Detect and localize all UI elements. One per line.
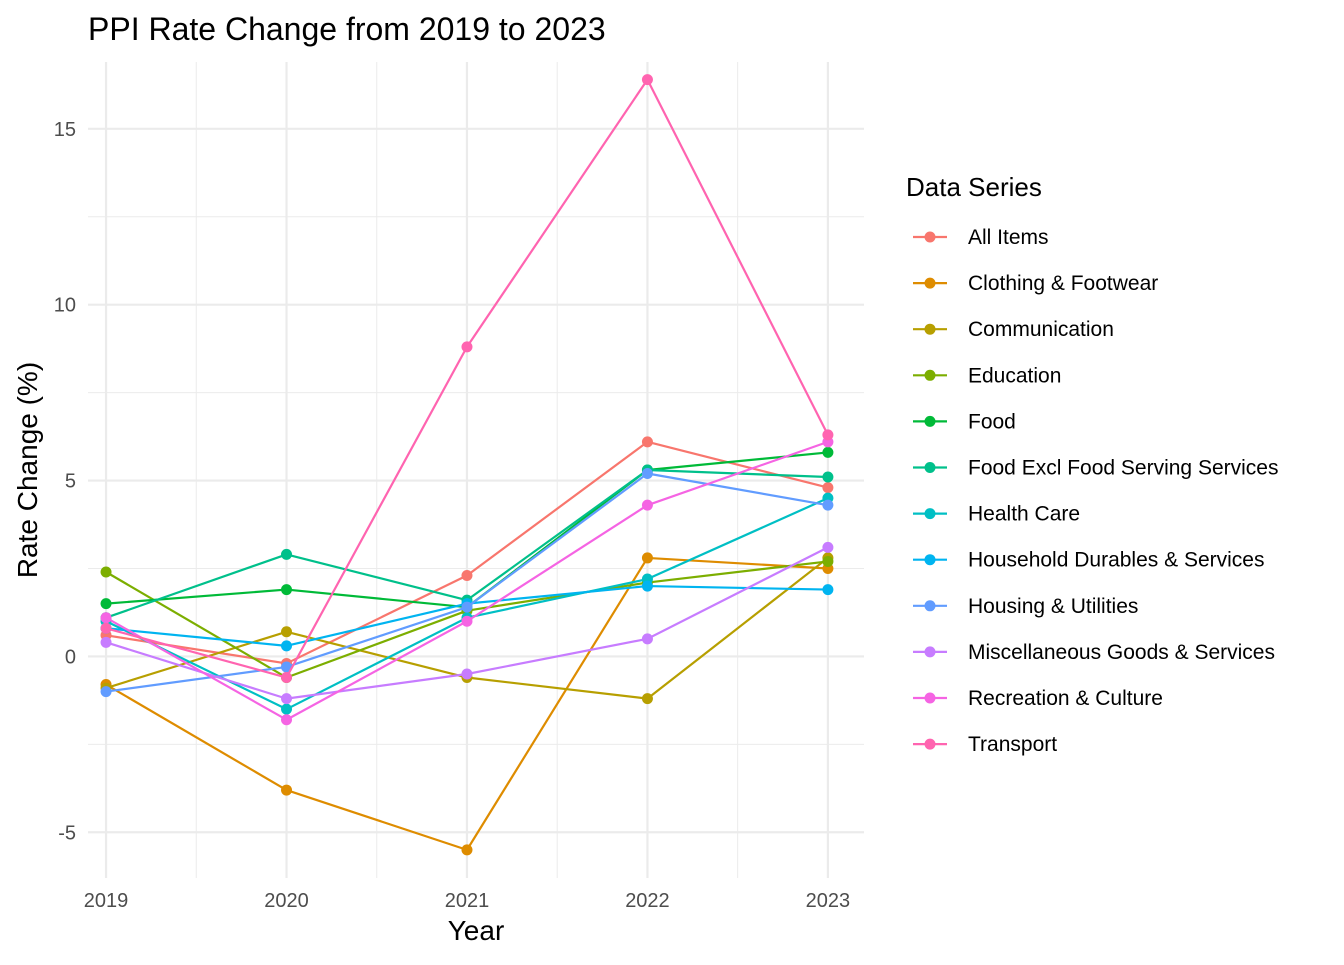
data-point-miscellaneous-goods-services (641, 633, 653, 645)
legend-key-point (924, 508, 936, 520)
data-point-clothing-footwear (641, 552, 653, 564)
legend-label: Education (968, 364, 1061, 387)
data-point-education (822, 555, 834, 567)
data-point-housing-utilities (461, 601, 473, 613)
chart-title: PPI Rate Change from 2019 to 2023 (88, 11, 606, 47)
legend-key-point (924, 738, 936, 750)
y-tick-label: 5 (65, 471, 76, 493)
legend-key-point (924, 369, 936, 381)
axes: 2019 2020 2021 2022 2023 -5 0 5 10 15 (54, 119, 850, 912)
x-tick-label: 2022 (625, 890, 670, 912)
data-point-all-items (822, 482, 834, 494)
data-point-food-excl-food-serving-services (281, 548, 293, 560)
legend-label: Clothing & Footwear (968, 272, 1158, 295)
legend-item: Health Care (913, 503, 1080, 526)
data-point-communication (641, 693, 653, 705)
data-point-clothing-footwear (461, 844, 473, 856)
data-point-all-items (461, 570, 473, 582)
data-point-transport (461, 341, 473, 353)
x-tick-label: 2020 (264, 890, 309, 912)
y-tick-label: -5 (58, 822, 76, 844)
legend-label: Food Excl Food Serving Services (968, 457, 1278, 480)
grid (88, 62, 864, 878)
data-point-food (822, 446, 834, 458)
data-point-miscellaneous-goods-services (100, 636, 112, 648)
data-point-clothing-footwear (281, 784, 293, 796)
x-tick-label: 2019 (84, 890, 129, 912)
data-point-all-items (641, 436, 653, 448)
legend-title: Data Series (906, 172, 1042, 202)
y-axis-label: Rate Change (%) (12, 362, 43, 578)
legend: Data Series All Items Clothing & Footwear… (906, 172, 1278, 756)
legend-item: Transport (913, 733, 1057, 756)
data-point-miscellaneous-goods-services (822, 541, 834, 553)
data-point-transport (281, 672, 293, 684)
data-point-miscellaneous-goods-services (461, 668, 473, 680)
legend-key-point (924, 231, 936, 243)
legend-key-point (924, 415, 936, 427)
legend-key-point (924, 554, 936, 566)
data-point-household-durables-services (641, 580, 653, 592)
data-point-recreation-culture (641, 499, 653, 511)
data-point-communication (281, 626, 293, 638)
legend-key-point (924, 646, 936, 658)
legend-item: Housing & Utilities (913, 595, 1138, 618)
legend-label: Household Durables & Services (968, 549, 1264, 572)
legend-item: Household Durables & Services (913, 549, 1264, 572)
data-point-miscellaneous-goods-services (281, 693, 293, 705)
data-point-housing-utilities (281, 661, 293, 673)
data-point-housing-utilities (641, 468, 653, 480)
legend-key-point (924, 323, 936, 335)
y-tick-label: 10 (54, 295, 76, 317)
x-tick-label: 2023 (806, 890, 851, 912)
legend-key-point (924, 692, 936, 704)
legend-label: Recreation & Culture (968, 687, 1163, 710)
data-point-food (100, 598, 112, 610)
data-point-food-excl-food-serving-services (822, 471, 834, 483)
data-point-household-durables-services (822, 584, 834, 596)
y-tick-label: 0 (65, 646, 76, 668)
legend-item: All Items (913, 226, 1049, 249)
legend-key-point (924, 277, 936, 289)
legend-label: Transport (968, 733, 1057, 756)
legend-label: All Items (968, 226, 1049, 249)
data-point-health-care (281, 703, 293, 715)
y-tick-label: 15 (54, 119, 76, 141)
legend-item: Communication (913, 318, 1114, 341)
legend-label: Health Care (968, 503, 1080, 526)
legend-key-point (924, 462, 936, 473)
legend-label: Food (968, 410, 1016, 433)
x-tick-label: 2021 (445, 890, 490, 912)
data-point-recreation-culture (461, 615, 473, 627)
data-point-housing-utilities (100, 686, 112, 698)
data-point-recreation-culture (281, 714, 293, 726)
data-point-recreation-culture (100, 612, 112, 624)
data-point-housing-utilities (822, 499, 834, 511)
legend-item: Food Excl Food Serving Services (913, 457, 1278, 480)
legend-label: Communication (968, 318, 1114, 341)
legend-item: Recreation & Culture (913, 687, 1163, 710)
data-point-household-durables-services (281, 640, 293, 652)
data-point-transport (100, 622, 112, 634)
legend-item: Education (913, 364, 1061, 387)
x-axis-label: Year (448, 915, 505, 946)
legend-item: Food (913, 410, 1016, 433)
data-point-food (281, 584, 293, 596)
legend-item: Clothing & Footwear (913, 272, 1158, 295)
legend-label: Miscellaneous Goods & Services (968, 641, 1275, 664)
legend-key-point (924, 600, 936, 612)
legend-label: Housing & Utilities (968, 595, 1138, 618)
data-point-education (100, 566, 112, 578)
series-lines (100, 74, 834, 856)
data-point-transport (822, 429, 834, 441)
legend-item: Miscellaneous Goods & Services (913, 641, 1275, 664)
data-point-transport (641, 74, 653, 86)
